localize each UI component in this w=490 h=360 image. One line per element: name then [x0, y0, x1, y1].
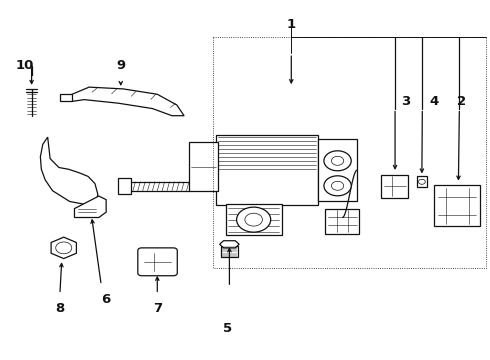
Polygon shape — [60, 94, 72, 102]
Circle shape — [418, 179, 425, 184]
Circle shape — [331, 181, 343, 190]
Text: 8: 8 — [55, 302, 65, 315]
Bar — [434, 185, 480, 226]
Circle shape — [245, 213, 263, 226]
Bar — [216, 135, 318, 205]
Bar — [325, 208, 360, 234]
Polygon shape — [118, 179, 130, 194]
Text: 6: 6 — [101, 293, 111, 306]
Circle shape — [324, 151, 351, 171]
Text: 5: 5 — [223, 322, 233, 335]
Bar — [416, 176, 427, 187]
Text: 3: 3 — [401, 95, 411, 108]
Circle shape — [324, 176, 351, 196]
Circle shape — [331, 156, 343, 165]
Text: 2: 2 — [457, 95, 466, 108]
Polygon shape — [220, 241, 239, 248]
Text: 9: 9 — [116, 59, 125, 72]
Circle shape — [56, 242, 72, 254]
Text: 4: 4 — [429, 95, 439, 108]
Polygon shape — [40, 137, 98, 205]
Circle shape — [237, 207, 270, 232]
Polygon shape — [74, 196, 106, 217]
FancyBboxPatch shape — [138, 248, 177, 276]
Text: 10: 10 — [16, 59, 34, 72]
Text: 7: 7 — [153, 302, 162, 315]
Bar — [225, 204, 282, 235]
Bar — [318, 139, 357, 202]
Polygon shape — [220, 246, 238, 257]
Text: 1: 1 — [287, 18, 296, 31]
Polygon shape — [72, 87, 184, 116]
Bar — [189, 143, 218, 191]
Bar — [381, 175, 408, 198]
Polygon shape — [51, 237, 76, 258]
